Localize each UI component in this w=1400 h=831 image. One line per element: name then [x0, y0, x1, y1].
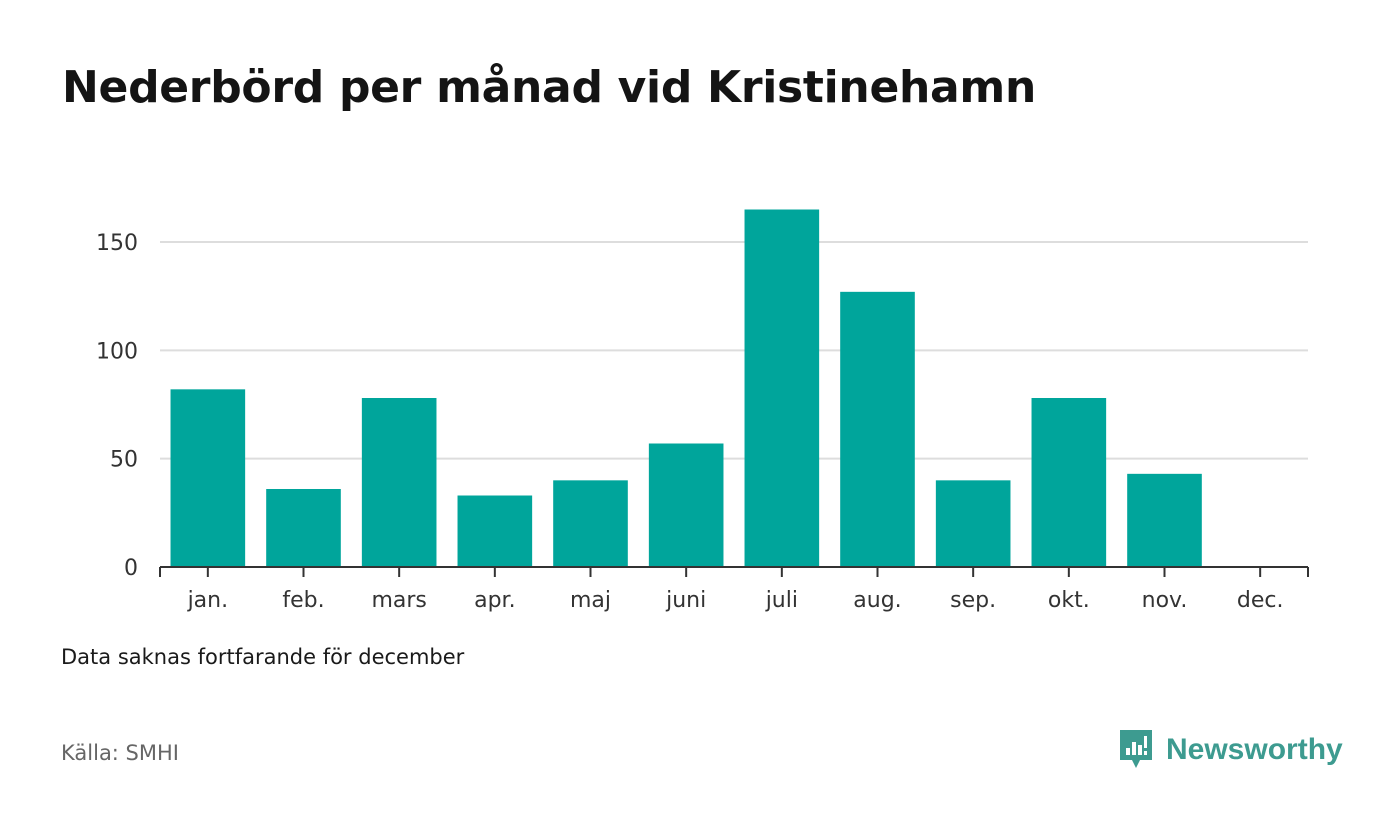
chart-note: Data saknas fortfarande för december	[61, 645, 465, 669]
bar	[553, 480, 628, 567]
bar	[935, 480, 1011, 567]
brand-name: Newsworthy	[1166, 733, 1343, 766]
brand-logo: Newsworthy	[1118, 728, 1343, 772]
x-tick-label: jan.	[187, 588, 229, 613]
x-tick-label: apr.	[474, 588, 515, 613]
grid-lines	[160, 241, 1308, 460]
x-tick-label: juni	[665, 588, 706, 613]
bar	[266, 489, 341, 567]
bar	[648, 443, 724, 567]
y-tick-label: 50	[110, 448, 138, 473]
bar	[457, 495, 533, 567]
x-tick-label: maj	[570, 588, 611, 613]
bar	[1127, 473, 1202, 567]
y-tick-labels: 0 50 100 150	[96, 231, 138, 581]
bar	[361, 398, 437, 567]
bar	[840, 291, 915, 567]
bar	[744, 209, 820, 567]
y-tick-label: 100	[96, 339, 138, 364]
bar	[1031, 398, 1107, 567]
source-credit: Källa: SMHI	[61, 741, 179, 765]
x-tick-label: feb.	[282, 588, 324, 613]
x-tick-label: nov.	[1142, 588, 1188, 613]
bars	[170, 209, 1202, 567]
newsworthy-logo-icon	[1120, 730, 1152, 768]
x-tick-label: dec.	[1237, 588, 1284, 613]
x-tick-label: okt.	[1048, 588, 1090, 613]
bar	[170, 389, 246, 567]
y-tick-label: 150	[96, 231, 138, 256]
x-tick-label: juli	[765, 588, 798, 613]
x-tick-label: sep.	[950, 588, 996, 613]
x-axis	[159, 566, 1309, 577]
x-tick-label: mars	[371, 588, 426, 613]
x-tick-label: aug.	[853, 588, 901, 613]
x-tick-labels: jan. feb. mars apr. maj juni juli aug. sep. okt. n…	[187, 588, 1284, 613]
y-tick-label: 0	[124, 556, 138, 581]
chart-title: Nederbörd per månad vid Kristinehamn	[62, 62, 1036, 113]
